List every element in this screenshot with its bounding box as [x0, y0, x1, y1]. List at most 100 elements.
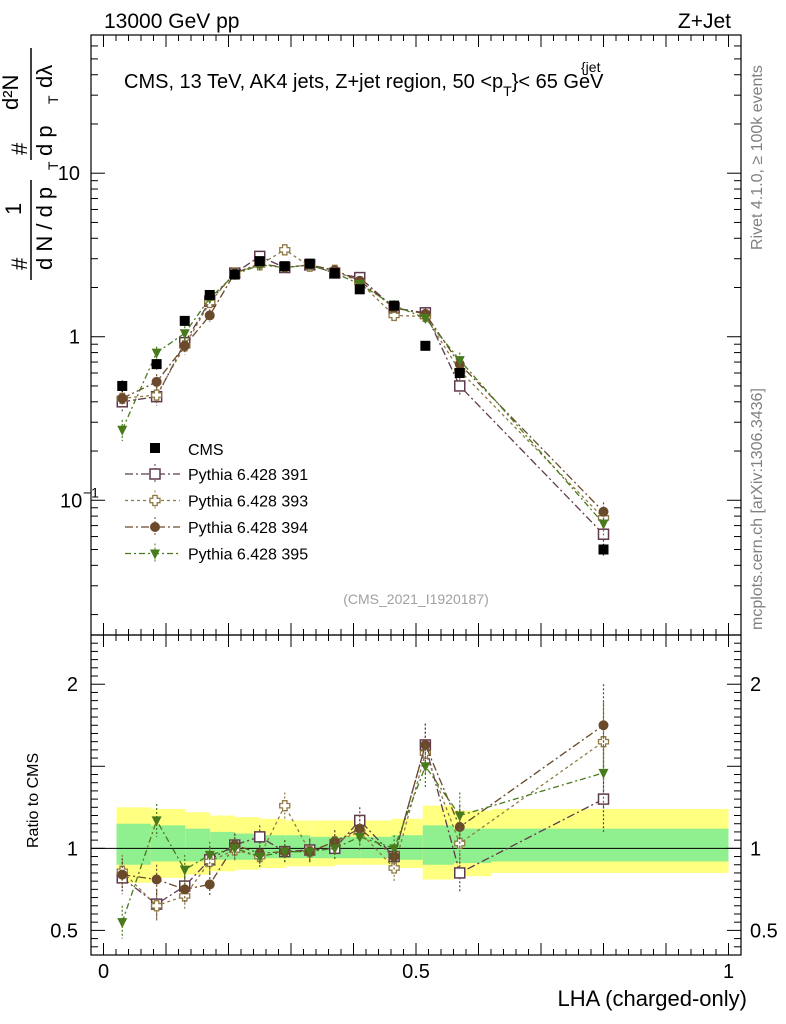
data-point [454, 380, 466, 392]
ratio-series-pythia-6.428-395 [117, 736, 609, 939]
cms-data-point [454, 368, 465, 379]
plot-title: CMS, 13 TeV, AK4 jets, Z+jet region, 50 … [124, 59, 604, 99]
x-tick-label: 1 [723, 961, 734, 983]
ratio-data-point [117, 918, 128, 929]
ratio-data-point [204, 855, 216, 868]
title-close: }< 65 GeV [512, 71, 604, 93]
cms-data-point [229, 269, 240, 280]
ylabel-dpt: d p [32, 125, 57, 156]
ratio-data-point [279, 847, 290, 858]
ylabel-d2n: d²N [0, 75, 23, 110]
ratio-data-point [229, 844, 240, 855]
uncertainty-band-green [116, 823, 151, 865]
uncertainty-band-green [335, 836, 361, 859]
data-point [598, 506, 609, 517]
lower-panel-frame [90, 634, 742, 956]
y-tick-label: 1 [69, 327, 80, 349]
cms-data-point [279, 261, 290, 272]
ratio-y-tick-label-right: 1 [750, 838, 761, 860]
data-point [204, 310, 215, 321]
ratio-data-point [354, 832, 365, 843]
legend-marker [150, 549, 160, 560]
ylabel-t-sub-2: T [45, 95, 61, 104]
cms-data-point [204, 289, 215, 300]
cms-data-point [389, 300, 400, 311]
ratio-data-point [254, 852, 265, 863]
ratio-data-point [204, 879, 215, 890]
y-tick-label: 10 [60, 490, 82, 512]
data-point [598, 519, 609, 530]
ratio-y-tick-label-left: 2 [67, 674, 78, 696]
ratio-data-point [117, 869, 128, 880]
ratio-data-point [420, 762, 431, 773]
ratio-data-point [254, 831, 266, 843]
cms-data-point [329, 268, 340, 279]
ratio-data-point [454, 867, 466, 879]
uncertainty-band-green [491, 828, 729, 862]
ylabel-hash-1: # [7, 257, 32, 270]
data-point [117, 393, 128, 404]
lower-y-axis-label: Ratio to CMS [25, 753, 42, 848]
data-point [388, 309, 400, 322]
upper-y-axis-label: # 1 d N / d p T # d²N d p T dλ [0, 48, 61, 280]
ylabel-dlambda: dλ [32, 65, 57, 88]
ratio-data-point [454, 822, 465, 832]
ratio-data-point [598, 720, 609, 731]
lower-panel: 0.5 0.5 1 1 2 2 0 0.5 1 [50, 634, 778, 983]
header-right-label: Z+Jet [678, 10, 731, 33]
legend-label: Pythia 6.428 394 [188, 520, 308, 537]
cms-data-point [420, 340, 431, 351]
ylabel-one: 1 [1, 203, 26, 215]
data-point [279, 244, 291, 256]
ratio-data-point [329, 844, 340, 855]
ratio-data-point [304, 847, 315, 858]
x-axis-label: LHA (charged-only) [557, 986, 747, 1011]
ylabel-hash-2: # [7, 142, 32, 155]
cms-data-point [117, 380, 128, 391]
data-point [117, 425, 128, 436]
ratio-y-tick-label-left: 0.5 [50, 920, 78, 942]
mcplots-label: mcplots.cern.ch [arXiv:1306.3436] [749, 388, 766, 630]
cms-data-point [254, 256, 265, 267]
ratio-data-point [279, 800, 291, 812]
ratio-data-point [151, 874, 162, 885]
cms-data-point [151, 359, 162, 370]
legend-marker [150, 522, 160, 532]
legend-label: Pythia 6.428 395 [188, 547, 308, 564]
ratio-data-point [598, 768, 609, 779]
data-point [179, 329, 190, 340]
title-sup: {jet [581, 59, 601, 75]
uncertainty-band-green [150, 825, 186, 862]
data-point [420, 314, 431, 325]
cms-data-point [598, 544, 609, 555]
header-left-label: 13000 GeV pp [104, 10, 239, 33]
series-line [121, 262, 604, 513]
ratio-data-point [179, 865, 190, 876]
legend-marker [149, 494, 161, 507]
data-point [151, 376, 162, 387]
ratio-data-point [389, 844, 400, 855]
data-point [179, 340, 190, 351]
legend-label: Pythia 6.428 393 [188, 494, 308, 511]
analysis-watermark: (CMS_2021_I1920187) [343, 591, 489, 607]
title-main-text: CMS, 13 TeV, AK4 jets, Z+jet region, 50 … [124, 71, 503, 93]
cms-data-point [304, 258, 315, 269]
cms-data-point [179, 315, 190, 326]
ratio-y-tick-label-right: 2 [750, 674, 761, 696]
ratio-data-point [150, 900, 163, 912]
title-sub: T [503, 83, 512, 99]
ratio-data-point [454, 811, 465, 822]
legend-label: Pythia 6.428 391 [188, 467, 308, 484]
x-tick-label: 0 [98, 961, 109, 983]
uncertainty-band-green [360, 836, 392, 859]
y-tick-label-exponent: −1 [83, 484, 99, 500]
data-point [454, 356, 465, 367]
legend-marker [149, 468, 161, 480]
ratio-y-tick-label-right: 0.5 [750, 920, 778, 942]
rivet-version-label: Rivet 4.1.0, ≥ 100k events [749, 65, 766, 250]
ratio-data-point [151, 816, 162, 827]
cms-data-point [354, 284, 365, 295]
ratio-data-point [204, 850, 215, 861]
